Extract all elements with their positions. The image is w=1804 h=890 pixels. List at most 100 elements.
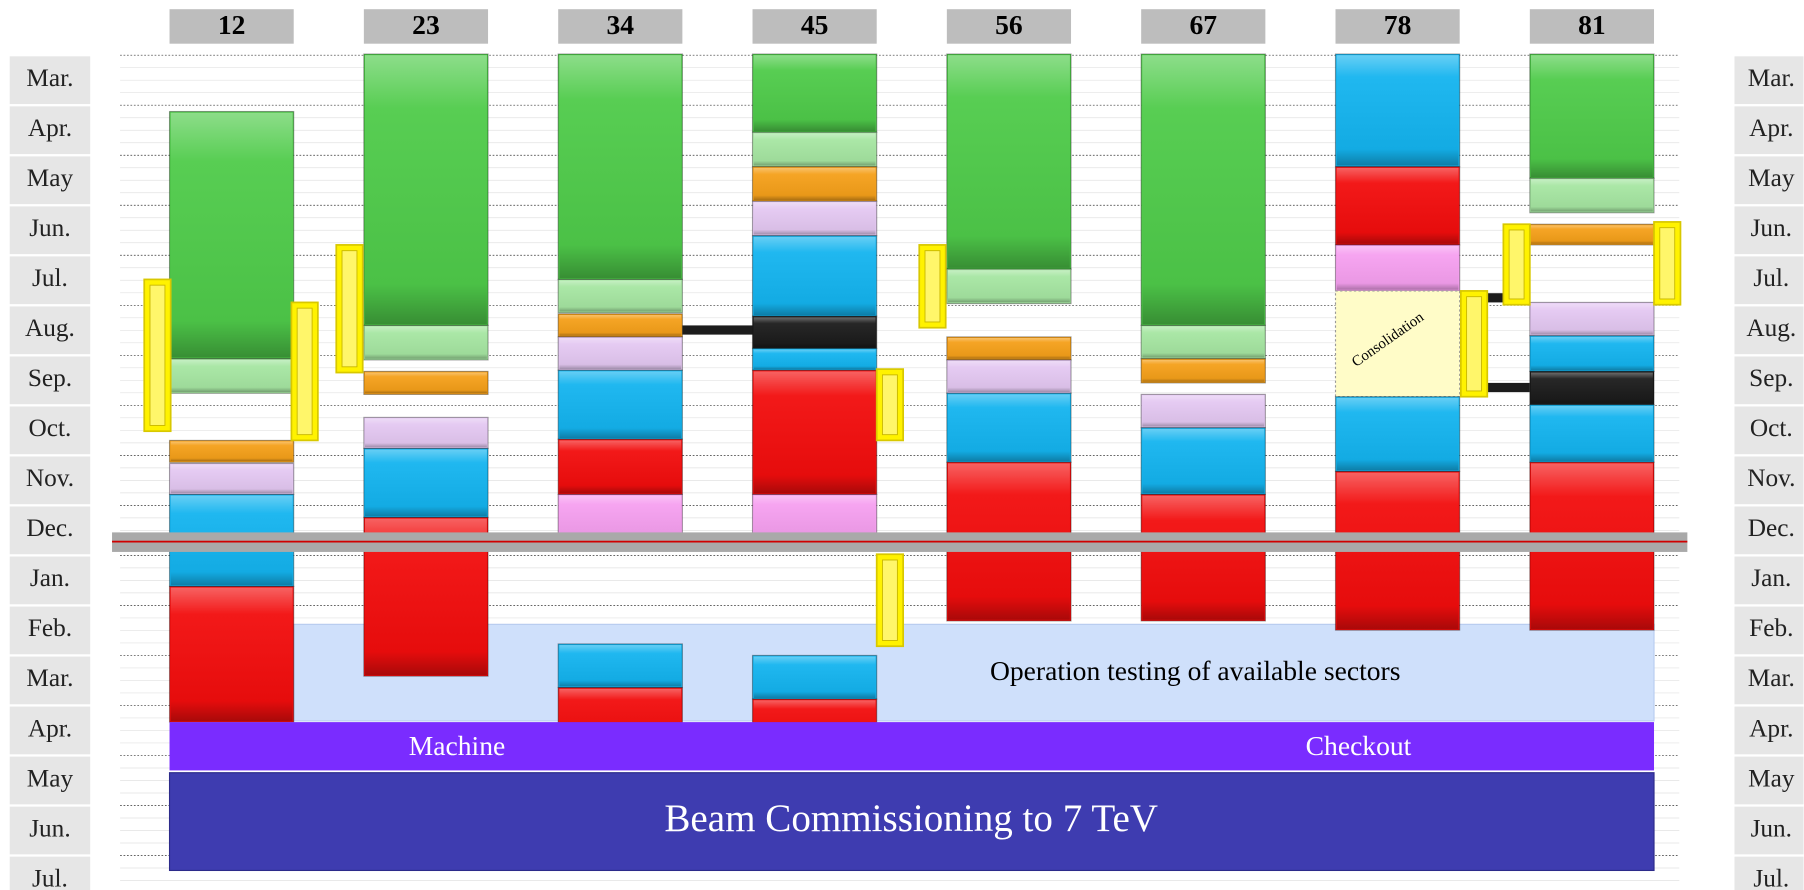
- task-bevel: [1530, 55, 1653, 178]
- task-bevel: [559, 495, 682, 540]
- month-bg: [9, 206, 91, 255]
- month-bg: [1734, 756, 1804, 805]
- month-label: Jun.: [1751, 814, 1792, 842]
- task-bevel: [947, 270, 1070, 303]
- month-bg: [1734, 156, 1804, 205]
- task-bevel: [365, 326, 487, 359]
- machine-checkout-band: [169, 722, 1655, 771]
- month-label: Nov.: [26, 464, 74, 492]
- sector-header: 12: [218, 9, 246, 40]
- month-bg: [1734, 56, 1804, 105]
- beam-label: Beam Commissioning to 7 TeV: [664, 797, 1158, 840]
- month-bg: [1734, 456, 1804, 505]
- task-bevel: [1336, 55, 1459, 166]
- month-bg: [1734, 306, 1804, 355]
- task-bevel: [1530, 179, 1653, 212]
- month-label: Jun.: [29, 814, 70, 842]
- task-bevel: [1530, 303, 1653, 335]
- month-bg: [9, 606, 91, 655]
- task-bevel: [753, 317, 876, 348]
- task-bevel: [365, 418, 487, 448]
- task-block: [1334, 290, 1461, 398]
- operation-band: [293, 623, 1655, 722]
- month-label: Feb.: [1749, 614, 1793, 642]
- task-bevel: [170, 359, 293, 393]
- marker-inner: [149, 284, 166, 426]
- sector-header-bg: [1529, 9, 1655, 44]
- task-bevel: [1336, 167, 1459, 244]
- month-label: May: [1748, 764, 1795, 792]
- month-label: Dec.: [26, 514, 73, 542]
- month-bg: [1734, 506, 1804, 555]
- task-bevel: [753, 55, 876, 132]
- month-label: May: [27, 764, 74, 792]
- month-label: Dec.: [1748, 514, 1795, 542]
- task-bevel: [1530, 372, 1653, 404]
- month-bg: [1734, 356, 1804, 405]
- sector-header: 34: [606, 9, 634, 40]
- month-label: Apr.: [28, 714, 72, 742]
- sector-header: 56: [995, 9, 1023, 40]
- task-bevel: [753, 133, 876, 166]
- operation-label: Operation testing of available sectors: [990, 655, 1400, 686]
- sector-header: 67: [1189, 9, 1217, 40]
- sector-header-bg: [1335, 9, 1460, 44]
- month-label: Jul.: [32, 264, 68, 292]
- sector-header-bg: [169, 9, 294, 44]
- month-label: Apr.: [28, 114, 72, 142]
- sector-header-bg: [946, 9, 1072, 44]
- month-bg: [9, 806, 91, 855]
- month-bg: [9, 306, 91, 355]
- task-bevel: [170, 441, 293, 462]
- machine-label: Machine: [409, 730, 505, 761]
- month-bg: [9, 106, 91, 155]
- task-bevel: [1530, 225, 1653, 244]
- sector-header-bg: [558, 9, 683, 44]
- task-bevel: [1142, 55, 1265, 325]
- marker-inner: [881, 559, 898, 641]
- task-bevel: [1142, 326, 1265, 358]
- month-label: Jan.: [30, 564, 70, 592]
- month-bg: [1734, 256, 1804, 305]
- month-label: May: [1748, 164, 1795, 192]
- month-label: Jul.: [1753, 864, 1789, 890]
- task-bevel: [559, 315, 682, 336]
- sector-header: 45: [801, 9, 829, 40]
- checkout-label: Checkout: [1306, 730, 1412, 761]
- month-bg: [9, 406, 91, 455]
- month-label: Mar.: [26, 64, 73, 92]
- marker-inner: [881, 374, 898, 436]
- month-label: May: [27, 164, 74, 192]
- month-label: Aug.: [1746, 314, 1796, 342]
- task-bevel: [559, 280, 682, 312]
- month-label: Feb.: [28, 614, 72, 642]
- marker-inner: [1659, 227, 1676, 300]
- task-bevel: [1142, 428, 1265, 494]
- marker-inner: [341, 250, 358, 368]
- sector-header: 23: [412, 9, 440, 40]
- sector-header: 81: [1578, 9, 1606, 40]
- connector: [682, 325, 753, 335]
- month-label: Oct.: [29, 414, 72, 442]
- month-bg: [1734, 106, 1804, 155]
- month-bg: [9, 356, 91, 405]
- task-bevel: [559, 645, 682, 687]
- task-bevel: [1142, 359, 1265, 382]
- task-bevel: [170, 587, 293, 721]
- task-bevel: [365, 55, 487, 325]
- task-bevel: [947, 55, 1070, 268]
- marker-inner: [1508, 229, 1525, 300]
- month-label: Jun.: [1751, 214, 1792, 242]
- month-label: Mar.: [26, 664, 73, 692]
- month-label: Nov.: [1747, 464, 1795, 492]
- month-bg: [9, 256, 91, 305]
- month-bg: [9, 756, 91, 805]
- month-bg: [9, 656, 91, 705]
- month-label: Sep.: [28, 364, 72, 392]
- month-label: Mar.: [1748, 664, 1795, 692]
- task-bevel: [1530, 405, 1653, 462]
- month-bg: [9, 556, 91, 605]
- task-bevel: [947, 361, 1070, 393]
- month-bg: [9, 506, 91, 555]
